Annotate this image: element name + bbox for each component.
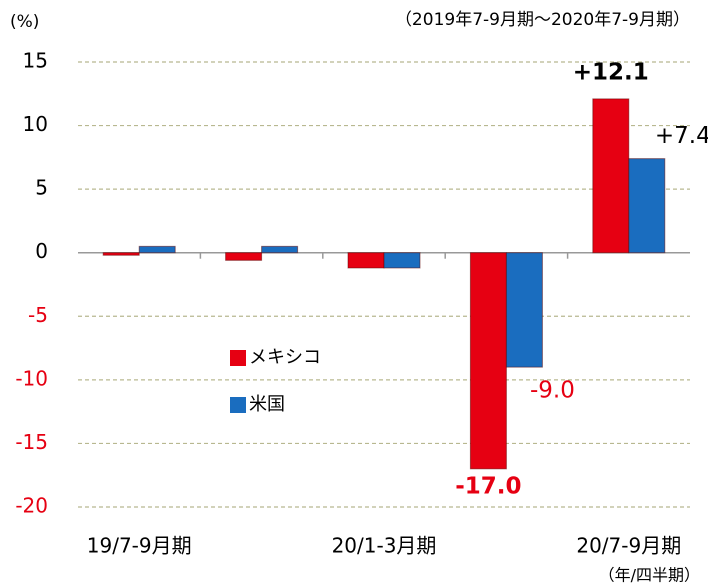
bar: [592, 98, 630, 254]
y-tick-label: -15: [15, 430, 48, 454]
x-tick-label: 20/7-9月期: [576, 534, 681, 558]
y-tick-label: -20: [15, 494, 48, 518]
value-label: -17.0: [455, 473, 521, 499]
legend-label: メキシコ: [249, 347, 321, 368]
legend-swatch: [230, 350, 246, 366]
legend-swatch: [230, 397, 246, 413]
value-label: -9.0: [530, 378, 575, 404]
legend-label: 米国: [249, 394, 285, 415]
bar: [628, 158, 666, 254]
x-axis-label: （年/四半期）: [599, 566, 700, 585]
y-axis-label: (%): [10, 12, 39, 32]
bar: [138, 245, 176, 254]
bar: [347, 252, 385, 269]
y-tick-label: -5: [28, 303, 48, 327]
y-tick-label: 15: [23, 49, 48, 73]
subtitle: （2019年7-9月期～2020年7-9月期）: [395, 10, 690, 30]
bar: [261, 245, 299, 254]
y-tick-label: 5: [35, 176, 48, 200]
y-tick-label: 10: [23, 112, 48, 136]
bar: [383, 252, 421, 269]
x-tick-label: 20/1-3月期: [332, 534, 437, 558]
y-tick-label: -10: [15, 366, 48, 390]
value-label: +12.1: [573, 59, 649, 85]
y-tick-label: 0: [35, 239, 48, 263]
value-label: +7.4: [655, 123, 708, 149]
bar: [102, 252, 140, 256]
bar: [505, 252, 543, 368]
bar: [469, 252, 507, 470]
x-tick-label: 19/7-9月期: [87, 534, 192, 558]
bar: [225, 252, 263, 261]
